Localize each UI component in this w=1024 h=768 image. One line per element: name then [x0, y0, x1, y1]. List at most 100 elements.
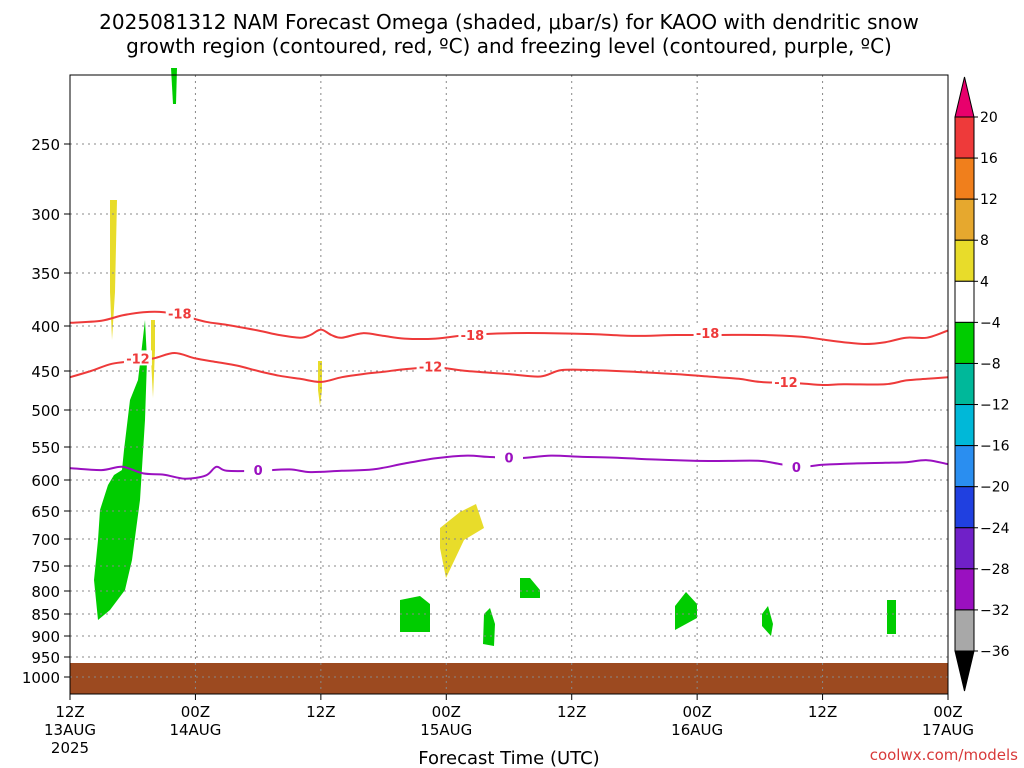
omega-band-870 — [762, 606, 773, 636]
colorbar-box — [954, 198, 975, 241]
colorbar-top-arrow — [954, 76, 975, 118]
x-tick-label: 12Z — [55, 703, 84, 721]
y-tick-label: 750 — [31, 558, 60, 576]
colorbar-box — [954, 486, 975, 529]
colorbar-box — [954, 280, 975, 323]
colorbar-box — [954, 568, 975, 611]
colorbar-box — [954, 116, 975, 159]
colorbar-tick-label: −16 — [980, 439, 1010, 455]
omega-band-850-c — [675, 592, 697, 630]
chart-title-line-1: 2025081312 NAM Forecast Omega (shaded, μ… — [99, 10, 919, 34]
colorbar-box — [954, 609, 975, 652]
surface-terrain — [70, 663, 948, 694]
colorbar-tick-label: −4 — [980, 315, 1001, 331]
contour-label: -12 — [419, 361, 443, 376]
surface-band — [70, 663, 948, 694]
y-tick-label: 850 — [31, 606, 60, 624]
chart-title-line-2: growth region (contoured, red, ºC) and f… — [126, 34, 892, 58]
colorbar-tick-label: −28 — [980, 562, 1010, 578]
contour-label: 0 — [504, 452, 513, 467]
colorbar-tick-label: −8 — [980, 356, 1001, 372]
y-tick-label: 400 — [31, 318, 60, 336]
contour-label-bg — [782, 458, 811, 474]
contour-label: 0 — [254, 464, 263, 479]
x-tick-label: 00Z — [682, 703, 711, 721]
omega-yellow-465 — [318, 361, 322, 406]
colorbar-tick-label: −12 — [980, 398, 1010, 414]
omega-band-880 — [887, 600, 896, 634]
contour-label-bg — [495, 449, 523, 465]
y-tick-label: 350 — [31, 265, 60, 283]
contour-label: -12 — [774, 376, 798, 391]
y-tick-label: 600 — [31, 472, 60, 490]
temperature-contours: -18 -18 -18 -12 -12 -12 0 0 0 — [69, 305, 949, 480]
x-tick-label: 00Z — [933, 703, 962, 721]
plot-frame — [69, 74, 949, 695]
x-tick-label: 12Z — [808, 703, 837, 721]
x-tick-label: 12Z — [306, 703, 335, 721]
colorbar-tick-label: 8 — [980, 233, 989, 249]
colorbar-box — [954, 445, 975, 488]
colorbar-tick-label: 4 — [980, 274, 989, 290]
colorbar-box — [954, 321, 975, 364]
contour-label: -18 — [168, 307, 192, 322]
contour-m18 — [69, 310, 949, 346]
y-tick-label: 250 — [31, 136, 60, 154]
contour-label: -12 — [126, 352, 150, 367]
colorbar-tick-label: 12 — [980, 192, 998, 208]
y-tick-label: 800 — [31, 583, 60, 601]
x-tick-label: 14AUG — [169, 721, 221, 739]
x-tick-label: 2025 — [51, 739, 89, 757]
colorbar-tick-label: −32 — [980, 603, 1010, 619]
y-tick-label: 500 — [31, 402, 60, 420]
contour-label: 0 — [792, 461, 801, 476]
y-tick-label: 650 — [31, 503, 60, 521]
colorbar-box — [954, 157, 975, 200]
x-tick-label: 00Z — [181, 703, 210, 721]
omega-shaded-regions — [94, 68, 896, 646]
omega-yellow-upper — [110, 200, 117, 340]
contour-label-bg — [458, 327, 487, 342]
y-tick-label: 550 — [31, 439, 60, 457]
omega-band-850-a — [400, 596, 430, 632]
colorbar-tick-label: 20 — [980, 110, 998, 126]
x-tick-label: 00Z — [432, 703, 461, 721]
contour-label-bg — [244, 462, 273, 478]
grid-lines — [70, 75, 948, 694]
omega-band-top — [171, 68, 177, 104]
colorbar-tick-label: −36 — [980, 644, 1010, 660]
y-tick-label: 950 — [31, 649, 60, 667]
x-tick-label: 17AUG — [922, 721, 974, 739]
x-tick-label: 13AUG — [44, 721, 96, 739]
y-tick-label: 900 — [31, 628, 60, 646]
y-tick-label: 700 — [31, 531, 60, 549]
colorbar-box — [954, 239, 975, 282]
credit-text: coolwx.com/models — [870, 746, 1018, 764]
y-tick-label: 450 — [31, 363, 60, 381]
colorbar-tick-label: −20 — [980, 480, 1010, 496]
colorbar-bottom-arrow — [954, 650, 975, 692]
contour-0 — [69, 454, 949, 480]
colorbar: 20 16 12 8 4 −4 −8 −12 −16 −20 −24 −28 −32 −36 — [954, 76, 1010, 692]
contour-label-bg — [123, 350, 152, 366]
y-tick-label: 1000 — [22, 669, 60, 687]
contour-label-bg — [416, 358, 445, 374]
x-tick-label: 12Z — [557, 703, 586, 721]
colorbar-tick-label: 16 — [980, 151, 998, 167]
x-tick-label: 16AUG — [671, 721, 723, 739]
colorbar-tick-label: −24 — [980, 521, 1010, 537]
colorbar-box — [954, 527, 975, 570]
omega-band-800 — [520, 578, 540, 598]
x-tick-label: 15AUG — [420, 721, 472, 739]
colorbar-box — [954, 404, 975, 447]
y-axis-ticks: 250 300 350 400 450 500 550 600 650 700 750 800 850 9… — [22, 136, 70, 687]
contour-m12 — [69, 351, 949, 387]
omega-band-main — [94, 320, 147, 620]
contour-label: -18 — [696, 327, 720, 342]
omega-yellow-700 — [440, 504, 484, 578]
contour-label-bg — [693, 325, 722, 341]
x-axis-label: Forecast Time (UTC) — [418, 748, 599, 768]
colorbar-box — [954, 362, 975, 406]
